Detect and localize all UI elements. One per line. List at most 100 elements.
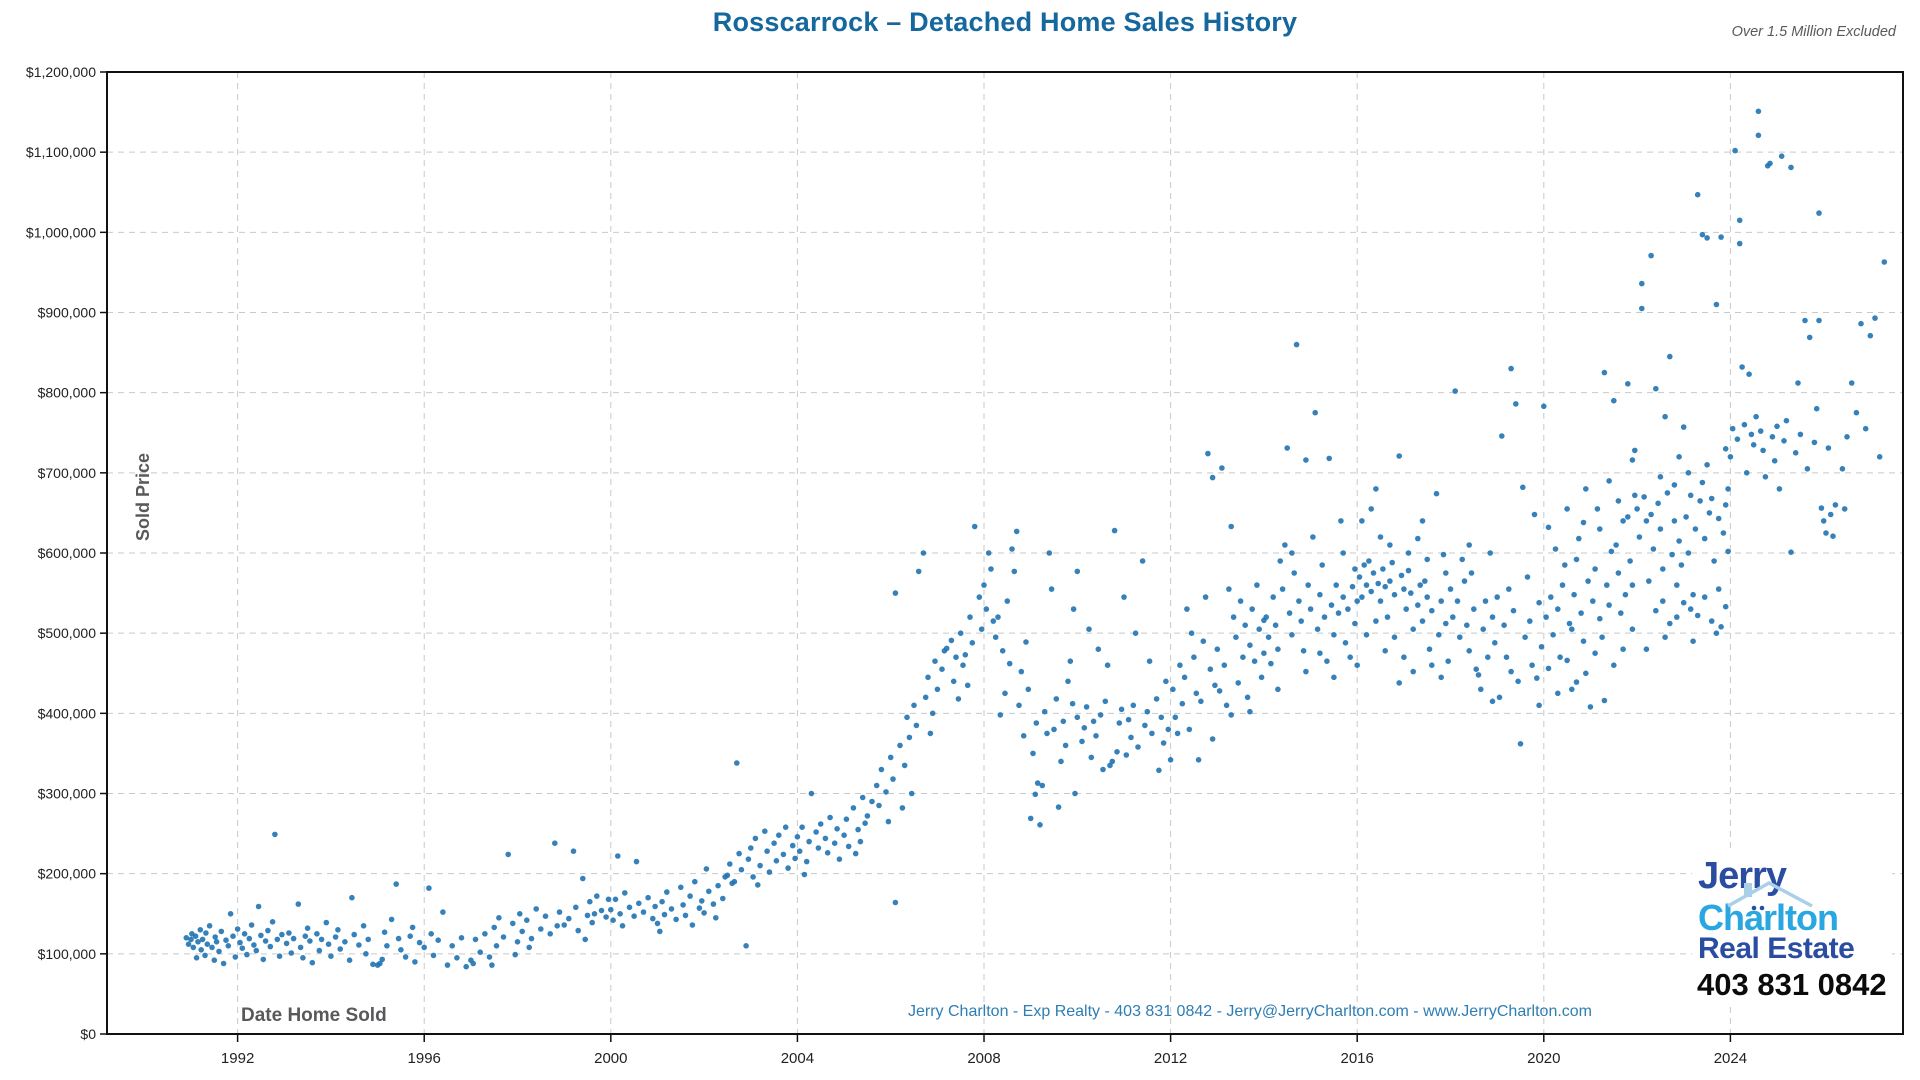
data-point [953,654,959,660]
data-point [1601,697,1608,704]
data-point [1258,674,1265,681]
data-point [1776,486,1783,492]
data-point [1788,549,1794,555]
data-point [1753,413,1759,420]
data-point [724,872,731,879]
data-point [1342,640,1349,646]
data-point [1403,606,1409,612]
data-point [1387,578,1393,584]
data-point [808,790,815,797]
data-point [1660,598,1666,604]
data-point [1207,666,1214,672]
data-point [477,949,484,955]
data-point [1734,436,1741,443]
data-point [1492,640,1498,646]
data-point [1543,614,1549,620]
data-point [640,909,647,915]
data-point [1361,562,1367,568]
data-point [1139,558,1146,564]
data-point [1522,634,1528,640]
data-point [1401,654,1407,660]
data-point [444,962,451,968]
data-point [1748,431,1755,438]
data-point [1020,733,1027,739]
data-point [1165,726,1172,733]
data-point [1629,457,1636,463]
data-point [1778,153,1785,159]
footer-contact-line: Jerry Charlton - Exp Realty - 403 831 08… [907,1003,1593,1020]
data-point [864,813,871,819]
data-point [1552,546,1559,552]
data-point [1370,570,1377,576]
data-point [412,959,418,965]
data-point [1583,670,1589,677]
data-point [1188,630,1195,636]
data-point [185,941,192,947]
data-point [489,962,495,968]
data-point [1331,674,1337,681]
data-point [1060,718,1067,725]
data-point [1841,506,1848,512]
x-tick-label: 2008 [967,1050,1000,1067]
data-point [1417,582,1423,588]
data-point [1177,662,1183,668]
data-point [687,893,693,899]
data-point [1424,594,1430,600]
data-point [1632,492,1638,499]
data-point [650,915,656,922]
data-point [1405,567,1412,574]
data-point [1032,791,1039,798]
data-point [1219,465,1225,471]
data-point [1104,662,1111,668]
data-point [204,941,211,947]
data-point [1685,470,1692,476]
data-point [1657,526,1664,532]
data-point [727,861,733,867]
data-point [395,935,402,942]
data-point [1289,550,1295,556]
data-point [1590,598,1596,604]
data-point [701,910,707,916]
data-point [1438,598,1444,604]
data-point [1566,620,1573,627]
data-point [699,898,705,904]
data-point [1319,562,1325,568]
data-point [1303,457,1309,463]
y-tick-label: $700,000 [38,465,97,481]
data-point [1156,767,1162,774]
data-point [223,937,229,943]
data-point [1114,749,1120,755]
data-point [1352,620,1358,627]
data-point [971,523,978,530]
data-point [381,929,388,935]
data-point [1303,668,1309,675]
data-point [1611,662,1617,668]
brand-logo: Jerry Charlton Real Estate 403 831 0842 [1692,851,1892,1005]
data-point [1671,482,1678,488]
data-point [1664,490,1671,496]
data-point [715,882,721,889]
data-point [1587,704,1594,710]
data-point [1419,518,1426,524]
data-point [626,904,633,911]
data-point [964,682,971,689]
data-point [1708,495,1715,502]
data-point [213,939,220,945]
data-point [929,710,936,717]
data-point [1687,492,1694,499]
data-point [696,905,703,911]
data-point [1228,712,1234,718]
data-point [1620,646,1626,652]
data-point [1811,439,1818,446]
data-point [1580,519,1587,526]
data-point [302,933,309,939]
data-point [1354,598,1360,604]
data-points [183,108,1888,970]
data-point [1781,438,1787,444]
data-point [1604,582,1610,588]
data-point [1711,558,1717,564]
data-point [1205,450,1211,457]
data-point [1876,454,1883,460]
data-point [1825,445,1832,451]
data-point [1489,698,1496,705]
